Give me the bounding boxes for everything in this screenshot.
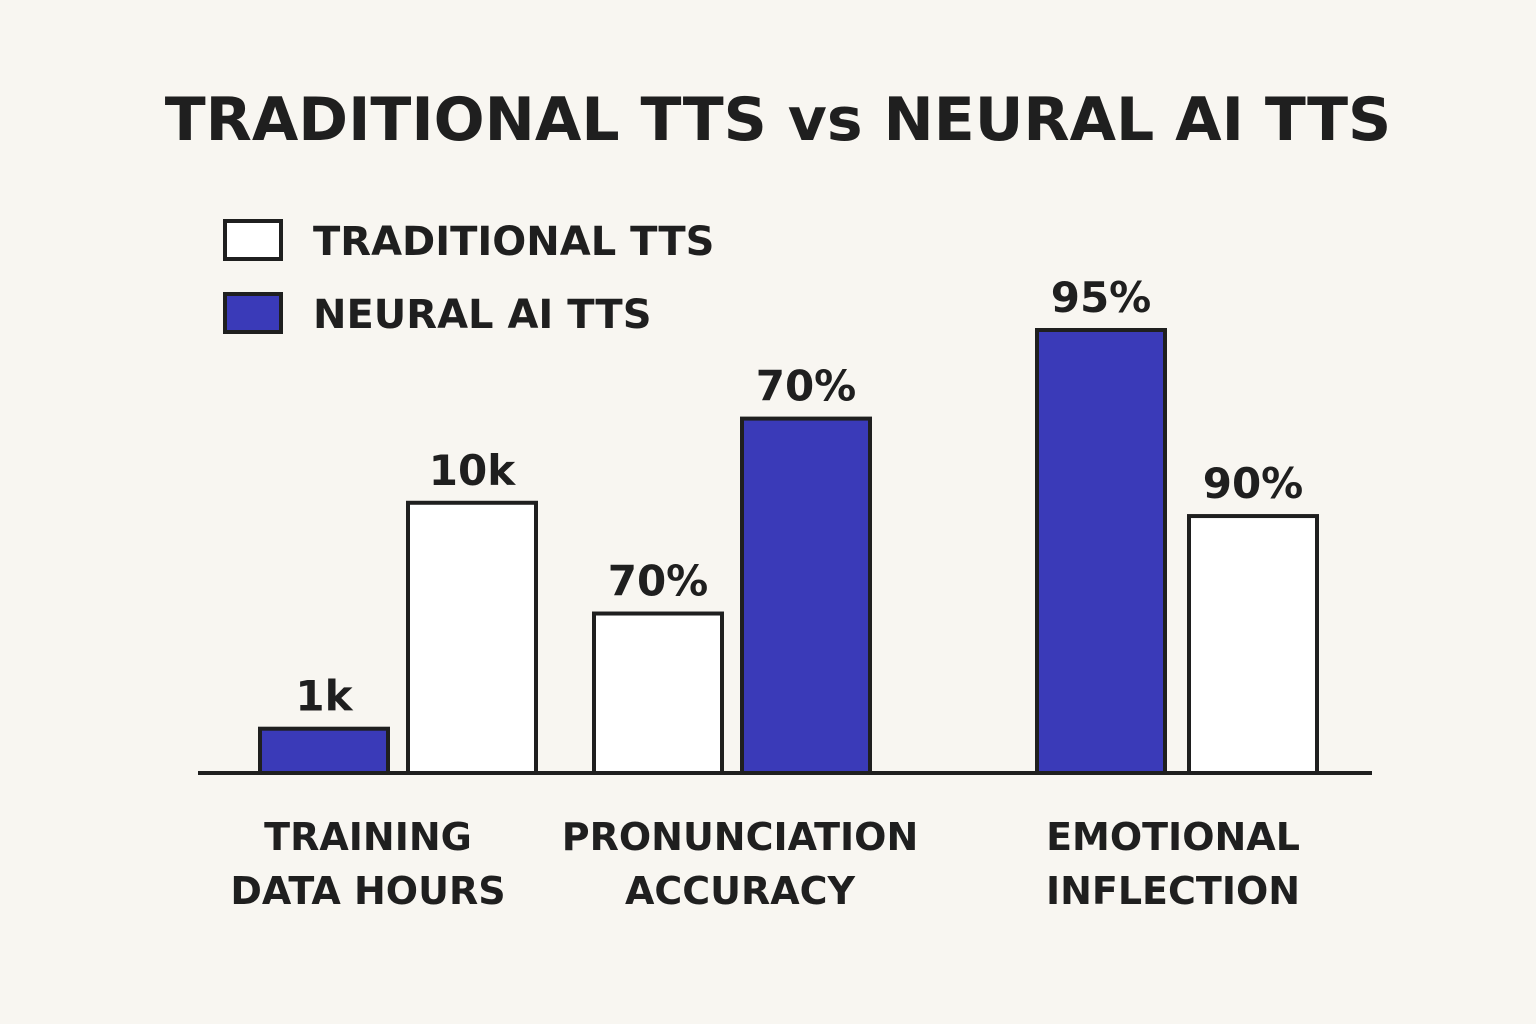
category-label-2-line-2: ACCURACY bbox=[625, 869, 856, 913]
category-label-3-line-1: EMOTIONAL bbox=[1046, 815, 1300, 859]
bar-traditional-tts-2 bbox=[592, 611, 724, 776]
category-label-2-line-1: PRONUNCIATION bbox=[562, 815, 919, 859]
category-labels: TRAINING DATA HOURS PRONUNCIATION ACCURACY E… bbox=[230, 815, 1300, 913]
category-label-1-line-1: TRAINING bbox=[264, 815, 472, 859]
legend: TRADITIONAL TTS NEURAL AI TTS bbox=[223, 219, 714, 338]
bar-neural-ai-tts-1 bbox=[258, 726, 390, 776]
chart-title: TRADITIONAL TTS vs NEURAL AI TTS bbox=[165, 85, 1392, 155]
bar-traditional-tts-1 bbox=[406, 500, 538, 775]
bar-traditional-tts-3 bbox=[1187, 514, 1319, 775]
legend-swatch-traditional-tts bbox=[223, 219, 283, 261]
category-label-3-line-2: INFLECTION bbox=[1046, 869, 1300, 913]
data-label-neural-ai-tts-1: 1k bbox=[295, 672, 353, 721]
category-label-1-line-2: DATA HOURS bbox=[230, 869, 505, 913]
legend-swatch-neural-ai-tts bbox=[223, 292, 283, 334]
data-label-traditional-tts-1: 10k bbox=[429, 446, 516, 495]
legend-label-traditional-tts: TRADITIONAL TTS bbox=[313, 219, 714, 265]
bar-neural-ai-tts-3 bbox=[1035, 328, 1167, 775]
data-label-neural-ai-tts-3: 95% bbox=[1051, 273, 1152, 322]
bars-group: 1k 10k 70% 70% 95% 90% bbox=[258, 273, 1319, 776]
data-label-traditional-tts-2: 70% bbox=[608, 557, 709, 606]
data-label-neural-ai-tts-2: 70% bbox=[756, 362, 857, 411]
legend-label-neural-ai-tts: NEURAL AI TTS bbox=[313, 292, 652, 338]
bar-neural-ai-tts-2 bbox=[740, 416, 872, 775]
data-label-traditional-tts-3: 90% bbox=[1203, 459, 1304, 508]
